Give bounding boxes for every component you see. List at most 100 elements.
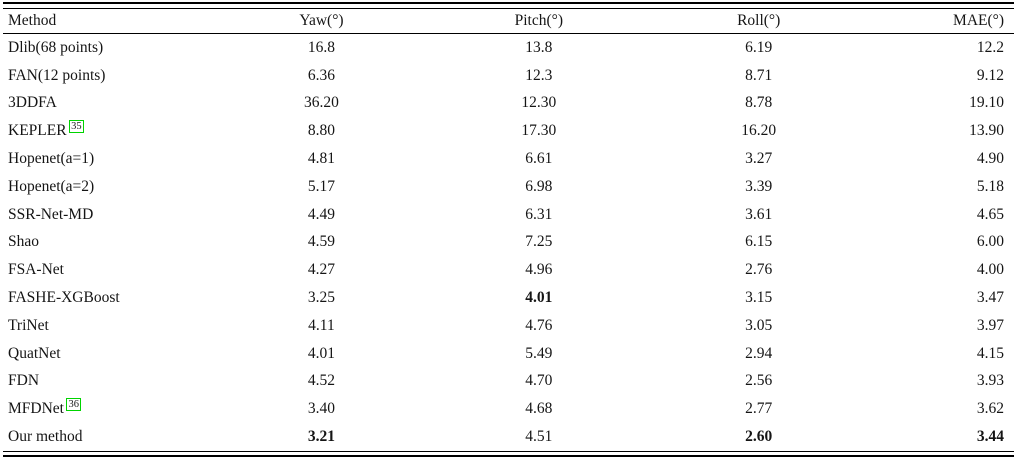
method-label: FASHE-XGBoost [8, 289, 120, 307]
column-header-method: Method [3, 9, 216, 34]
header-row: Method Yaw(°) Pitch(°) Roll(°) MAE(°) [3, 9, 1014, 34]
yaw-value-cell: 3.25 [307, 289, 335, 307]
yaw-value-cell: 3.21 [307, 428, 335, 446]
pitch-value-cell: 4.51 [525, 428, 553, 446]
roll-value-cell: 2.76 [745, 261, 773, 279]
method-cell: FASHE-XGBoost [3, 284, 215, 312]
roll-value-cell: 3.61 [745, 205, 773, 223]
mae-value-cell: 19.10 [969, 94, 1004, 112]
pitch-value-cell: 12.3 [525, 66, 553, 84]
mae-value-cell: 13.90 [969, 122, 1004, 140]
roll-value-cell: 3.05 [745, 316, 773, 334]
method-cell: FAN(12 points) [3, 62, 215, 90]
pitch-value-cell: 17.30 [521, 122, 557, 140]
citation-link[interactable]: 35 [68, 120, 85, 134]
table-row: TriNet 4.11 4.76 3.05 3.97 [3, 312, 1014, 340]
table-row: FSA-Net 4.27 4.96 2.76 4.00 [3, 256, 1014, 284]
pitch-value-cell: 6.61 [525, 150, 553, 168]
pitch-value-cell: 4.01 [525, 289, 553, 307]
table-top-rule [3, 2, 1014, 9]
method-cell: FDN [3, 368, 215, 396]
method-cell: Shao [3, 229, 215, 257]
table-row: MFDNet 36 3.40 4.68 2.77 3.62 [3, 395, 1014, 423]
roll-value-cell: 3.15 [745, 289, 773, 307]
table-header: Method Yaw(°) Pitch(°) Roll(°) MAE(°) [3, 9, 1014, 34]
method-label: FDN [8, 372, 40, 390]
method-label: Hopenet(a=2) [8, 177, 95, 195]
pitch-value-cell: 4.70 [525, 372, 553, 390]
yaw-value-cell: 16.8 [307, 38, 335, 56]
table-row: FDN 4.52 4.70 2.56 3.93 [3, 368, 1014, 396]
roll-value-cell: 2.94 [745, 344, 773, 362]
mae-value-cell: 9.12 [976, 66, 1004, 84]
method-cell: Dlib(68 points) [3, 34, 215, 62]
mae-value-cell: 3.47 [976, 289, 1004, 307]
citation-link[interactable]: 36 [65, 398, 82, 412]
yaw-value-cell: 4.27 [307, 261, 335, 279]
method-label: QuatNet [8, 344, 61, 362]
table-row: FASHE-XGBoost 3.25 4.01 3.15 3.47 [3, 284, 1014, 312]
mae-value-cell: 5.18 [976, 177, 1004, 195]
table-row: Our method 3.21 4.51 2.60 3.44 [3, 423, 1014, 451]
method-cell: 3DDFA [3, 90, 215, 118]
pitch-value-cell: 5.49 [525, 344, 553, 362]
method-label: SSR-Net-MD [8, 205, 94, 223]
roll-value-cell: 3.39 [745, 177, 773, 195]
method-label: Hopenet(a=1) [8, 150, 95, 168]
pitch-value-cell: 7.25 [525, 233, 553, 251]
pitch-value-cell: 6.98 [525, 177, 553, 195]
yaw-value-cell: 4.49 [307, 205, 335, 223]
table-row: Hopenet(a=2) 5.17 6.98 3.39 5.18 [3, 173, 1014, 201]
roll-value-cell: 6.15 [745, 233, 773, 251]
pitch-value-cell: 13.8 [525, 38, 553, 56]
table-row: QuatNet 4.01 5.49 2.94 4.15 [3, 340, 1014, 368]
roll-value-cell: 3.27 [745, 150, 773, 168]
method-cell: TriNet [3, 312, 215, 340]
method-cell: KEPLER 35 [3, 117, 215, 145]
column-header-roll: Roll(°) [650, 9, 868, 34]
roll-value-cell: 8.78 [745, 94, 773, 112]
table-row: 3DDFA 36.20 12.30 8.78 19.10 [3, 90, 1014, 118]
pitch-value-cell: 4.96 [525, 261, 553, 279]
method-cell: Our method [3, 423, 215, 451]
method-label: 3DDFA [8, 94, 57, 112]
table-row: Shao 4.59 7.25 6.15 6.00 [3, 229, 1014, 257]
method-label: Shao [8, 233, 39, 251]
method-label: MFDNet [8, 400, 64, 418]
method-cell: MFDNet 36 [3, 395, 215, 423]
mae-value-cell: 4.65 [976, 205, 1004, 223]
column-header-pitch: Pitch(°) [427, 9, 650, 34]
mae-value-cell: 4.90 [976, 150, 1004, 168]
method-label: Dlib(68 points) [8, 38, 104, 56]
mae-value-cell: 4.15 [976, 344, 1004, 362]
table-row: FAN(12 points) 6.36 12.3 8.71 9.12 [3, 62, 1014, 90]
table-row: Hopenet(a=1) 4.81 6.61 3.27 4.90 [3, 145, 1014, 173]
mae-value-cell: 4.00 [976, 261, 1004, 279]
yaw-value-cell: 4.81 [307, 150, 335, 168]
results-table: Method Yaw(°) Pitch(°) Roll(°) MAE(°) Dl… [3, 9, 1014, 451]
pitch-value-cell: 4.76 [525, 316, 553, 334]
roll-value-cell: 16.20 [741, 122, 777, 140]
pitch-value-cell: 4.68 [525, 400, 553, 418]
mae-value-cell: 3.93 [976, 372, 1004, 390]
method-label: TriNet [8, 316, 49, 334]
method-label: Our method [8, 428, 83, 446]
roll-value-cell: 8.71 [745, 66, 773, 84]
mae-value-cell: 3.62 [976, 400, 1004, 418]
mae-value-cell: 3.44 [976, 428, 1004, 446]
roll-value-cell: 2.60 [745, 428, 773, 446]
pitch-value-cell: 12.30 [521, 94, 557, 112]
yaw-value-cell: 4.01 [307, 344, 335, 362]
mae-value-cell: 6.00 [976, 233, 1004, 251]
method-cell: Hopenet(a=1) [3, 145, 215, 173]
yaw-value-cell: 4.11 [308, 316, 335, 334]
method-label: FSA-Net [8, 261, 64, 279]
yaw-value-cell: 3.40 [307, 400, 335, 418]
roll-value-cell: 2.77 [745, 400, 773, 418]
table-row: KEPLER 35 8.80 17.30 16.20 13.90 [3, 117, 1014, 145]
roll-value-cell: 6.19 [745, 38, 773, 56]
yaw-value-cell: 6.36 [307, 66, 335, 84]
mae-value-cell: 3.97 [976, 316, 1004, 334]
method-label: FAN(12 points) [8, 66, 106, 84]
